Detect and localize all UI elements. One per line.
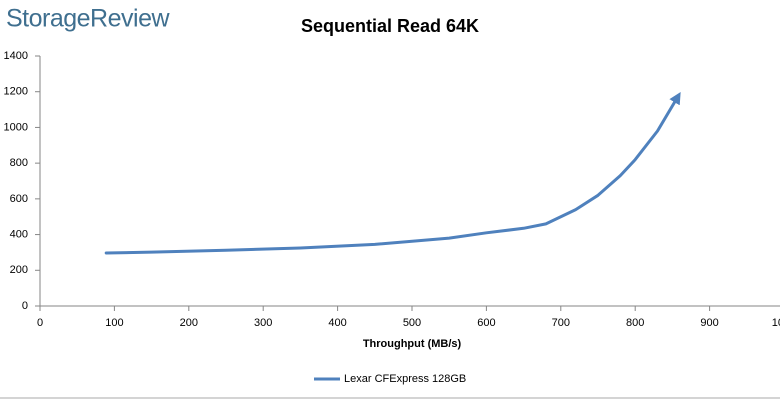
x-tick-label: 500 — [403, 317, 421, 329]
y-tick-label: 0 — [22, 300, 28, 312]
x-tick-label: 100 — [105, 317, 123, 329]
x-axis-label: Throughput (MB/s) — [363, 338, 462, 350]
logo: StorageReview — [6, 5, 170, 33]
legend-label: Lexar CFExpress 128GB — [344, 373, 466, 385]
y-tick-label: 200 — [10, 264, 28, 276]
x-tick-label: 600 — [477, 317, 495, 329]
y-tick-label: 1000 — [4, 121, 28, 133]
x-tick-label: 900 — [700, 317, 718, 329]
x-tick-label: 400 — [328, 317, 346, 329]
y-tick-label: 1400 — [4, 50, 28, 62]
y-tick-label: 800 — [10, 157, 28, 169]
x-tick-label: 800 — [626, 317, 644, 329]
x-tick-label: 1000 — [772, 317, 780, 329]
x-tick-label: 300 — [254, 317, 272, 329]
y-tick-label: 1200 — [4, 86, 28, 98]
y-tick-label: 600 — [10, 193, 28, 205]
x-tick-label: 700 — [552, 317, 570, 329]
y-tick-label: 400 — [10, 228, 28, 240]
x-tick-label: 200 — [180, 317, 198, 329]
chart-title: Sequential Read 64K — [301, 16, 479, 36]
x-tick-label: 0 — [37, 317, 43, 329]
data-line — [104, 91, 681, 255]
